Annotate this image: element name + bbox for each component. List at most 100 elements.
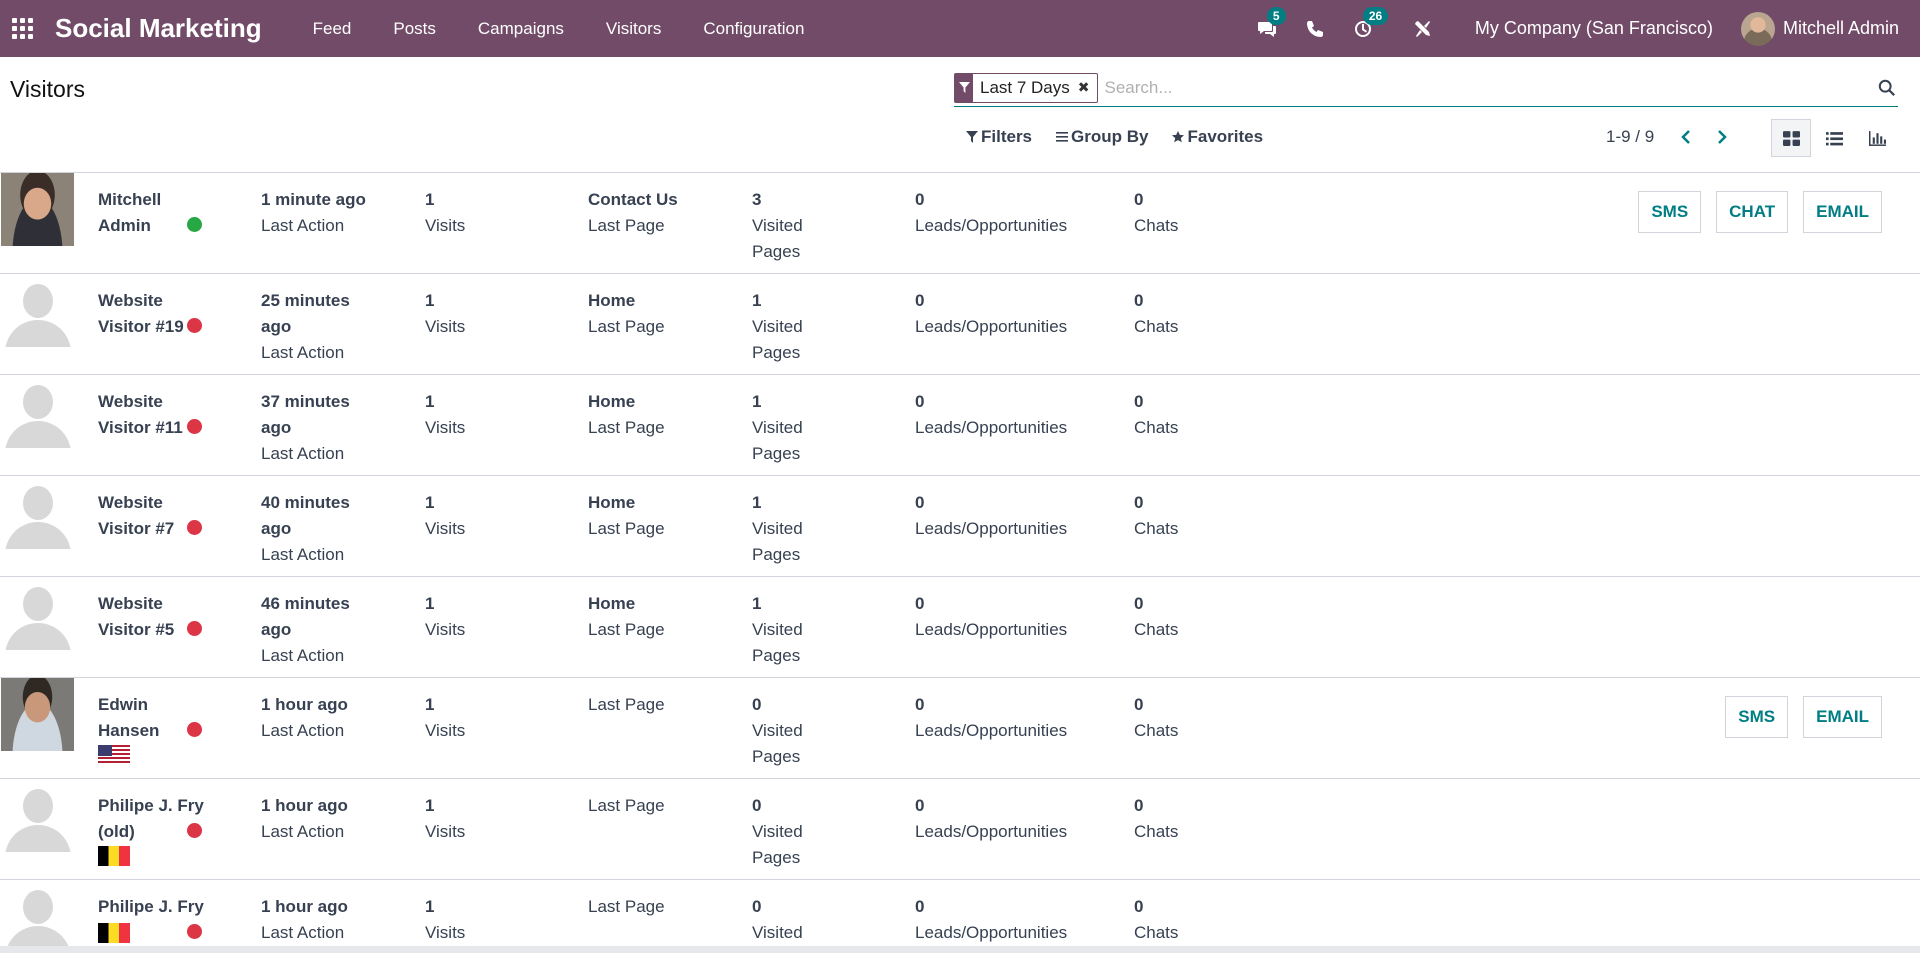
menu-visitors[interactable]: Visitors xyxy=(605,18,662,38)
visits-cell: 1 Visits xyxy=(425,695,466,740)
sms-button[interactable]: SMS xyxy=(1638,191,1702,233)
top-navbar: Social Marketing Feed Posts Campaigns Vi… xyxy=(0,0,1920,57)
visitor-row[interactable]: Website Visitor #11 37 minutes ago Last Act… xyxy=(0,375,1920,476)
belgium-flag-icon xyxy=(98,846,130,866)
email-button[interactable]: EMAIL xyxy=(1803,191,1882,233)
leads-cell: 0 Leads/Opportunities xyxy=(915,392,1068,437)
group-by-icon xyxy=(1056,132,1069,142)
debug-tools-icon[interactable] xyxy=(1411,17,1435,41)
visitor-row[interactable]: Website Visitor #7 40 minutes ago Last Acti… xyxy=(0,476,1920,577)
pager-previous-icon[interactable] xyxy=(1676,127,1696,147)
view-switcher xyxy=(1768,119,1897,157)
last-page-cell: Home Last Page xyxy=(588,594,665,639)
pager: 1-9 / 9 xyxy=(1606,127,1732,147)
last-action-cell: 1 hour ago Last Action xyxy=(261,897,348,942)
visitor-avatar-placeholder xyxy=(1,476,74,549)
filter-icon xyxy=(966,131,978,143)
chats-cell: 0 Chats xyxy=(1134,594,1179,639)
search-icon[interactable] xyxy=(1876,77,1898,99)
chats-cell: 0 Chats xyxy=(1134,190,1179,235)
menu-configuration[interactable]: Configuration xyxy=(703,18,805,38)
page-title: Visitors xyxy=(10,76,85,102)
last-page-cell: Home Last Page xyxy=(588,493,665,538)
activities-badge: 26 xyxy=(1362,6,1389,25)
visitor-row[interactable]: Philipe J. Fry (old) 1 hour ago Last Actio… xyxy=(0,779,1920,880)
menu-campaigns[interactable]: Campaigns xyxy=(477,18,564,38)
leads-cell: 0 Leads/Opportunities xyxy=(915,695,1068,740)
visitor-name: Edwin Hansen xyxy=(98,695,160,740)
horizontal-scrollbar[interactable] xyxy=(0,946,1920,953)
list-view-icon[interactable] xyxy=(1814,119,1854,157)
chats-cell: 0 Chats xyxy=(1134,695,1179,740)
pager-next-icon[interactable] xyxy=(1712,127,1732,147)
visited-pages-cell: 1 Visited Pages xyxy=(752,291,803,362)
visitor-avatar-placeholder xyxy=(1,375,74,448)
facet-remove-icon[interactable]: ✖ xyxy=(1077,79,1090,95)
offline-status-icon xyxy=(187,419,202,434)
last-action-cell: 25 minutes ago Last Action xyxy=(261,291,350,362)
favorites-button[interactable]: Favorites xyxy=(1172,127,1263,147)
visits-cell: 1 Visits xyxy=(425,493,466,538)
search-facet: Last 7 Days ✖ xyxy=(954,72,1098,103)
visitor-row[interactable]: Philipe J. Fry 1 hour ago Last Action 1 Vi… xyxy=(0,880,1920,953)
leads-cell: 0 Leads/Opportunities xyxy=(915,291,1068,336)
visits-cell: 1 Visits xyxy=(425,796,466,841)
visitor-actions: SMS EMAIL xyxy=(1710,696,1882,738)
chat-button[interactable]: CHAT xyxy=(1716,191,1789,233)
offline-status-icon xyxy=(187,318,202,333)
phone-icon[interactable] xyxy=(1303,17,1327,41)
messages-icon[interactable]: 5 xyxy=(1255,6,1286,41)
visits-cell: 1 Visits xyxy=(425,897,466,942)
visited-pages-cell: 1 Visited Pages xyxy=(752,392,803,463)
last-action-cell: 1 hour ago Last Action xyxy=(261,796,348,841)
email-button[interactable]: EMAIL xyxy=(1803,696,1882,738)
group-by-button[interactable]: Group By xyxy=(1056,127,1148,147)
last-action-cell: 46 minutes ago Last Action xyxy=(261,594,350,665)
leads-cell: 0 Leads/Opportunities xyxy=(915,897,1068,942)
facet-label: Last 7 Days xyxy=(980,77,1070,97)
search-input[interactable] xyxy=(1104,77,1876,98)
favorites-label: Favorites xyxy=(1187,127,1264,146)
visitor-name: Website Visitor #11 xyxy=(98,392,183,437)
pager-value[interactable]: 1-9 / 9 xyxy=(1606,127,1655,146)
visitor-actions: SMS CHAT EMAIL xyxy=(1623,191,1882,233)
menu-posts[interactable]: Posts xyxy=(393,18,436,38)
visitor-avatar-placeholder xyxy=(1,274,74,347)
menu-feed[interactable]: Feed xyxy=(312,18,352,38)
sms-button[interactable]: SMS xyxy=(1725,696,1789,738)
last-page-cell: Last Page xyxy=(588,897,665,916)
kanban-view-icon[interactable] xyxy=(1771,119,1811,157)
last-page-cell: Last Page xyxy=(588,796,665,815)
user-menu[interactable]: Mitchell Admin xyxy=(1740,11,1899,46)
offline-status-icon xyxy=(187,520,202,535)
visitor-avatar-placeholder xyxy=(1,577,74,650)
filters-button[interactable]: Filters xyxy=(966,127,1032,147)
visitor-row[interactable]: Edwin Hansen 1 hour ago Last Action 1 Visit… xyxy=(0,678,1920,779)
activities-clock-icon[interactable]: 26 xyxy=(1351,6,1389,41)
last-page-cell: Home Last Page xyxy=(588,291,665,336)
company-switcher[interactable]: My Company (San Francisco) xyxy=(1474,18,1713,38)
apps-menu-icon[interactable] xyxy=(11,18,33,40)
visits-cell: 1 Visits xyxy=(425,190,466,235)
search-options: Filters Group By Favorites xyxy=(966,127,1287,147)
visits-cell: 1 Visits xyxy=(425,392,466,437)
chats-cell: 0 Chats xyxy=(1134,897,1179,942)
offline-status-icon xyxy=(187,924,202,939)
last-page-cell: Home Last Page xyxy=(588,392,665,437)
visitor-row[interactable]: Website Visitor #5 46 minutes ago Last Acti… xyxy=(0,577,1920,678)
leads-cell: 0 Leads/Opportunities xyxy=(915,190,1068,235)
visitor-row[interactable]: Website Visitor #19 25 minutes ago Last Act… xyxy=(0,274,1920,375)
last-action-cell: 1 minute ago Last Action xyxy=(261,190,366,235)
filter-facet-icon xyxy=(955,73,973,102)
app-brand[interactable]: Social Marketing xyxy=(55,13,262,43)
visitor-name: Mitchell Admin xyxy=(98,190,162,235)
visitor-name: Philipe J. Fry xyxy=(98,897,204,916)
filters-label: Filters xyxy=(981,127,1033,146)
graph-view-icon[interactable] xyxy=(1857,119,1897,157)
chats-cell: 0 Chats xyxy=(1134,796,1179,841)
group-by-label: Group By xyxy=(1071,127,1149,146)
